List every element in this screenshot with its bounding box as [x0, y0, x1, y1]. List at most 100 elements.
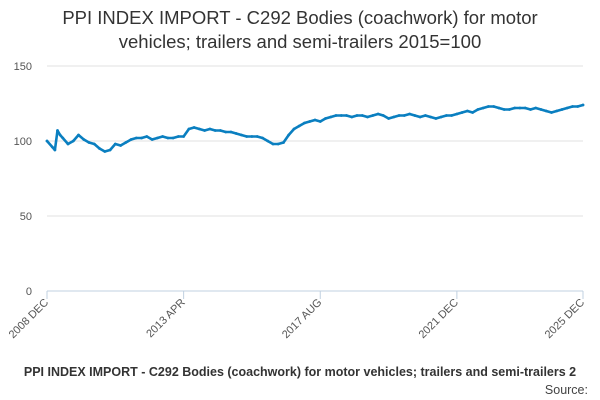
data-point[interactable] — [476, 108, 480, 111]
data-point[interactable] — [261, 136, 264, 140]
data-point[interactable] — [408, 112, 411, 116]
data-point[interactable] — [376, 112, 380, 116]
data-point[interactable] — [397, 114, 401, 117]
data-point[interactable] — [455, 112, 459, 116]
data-point[interactable] — [497, 106, 501, 110]
data-point[interactable] — [539, 108, 543, 111]
data-point[interactable] — [58, 133, 62, 137]
data-point[interactable] — [98, 147, 101, 150]
data-point[interactable] — [71, 139, 75, 143]
data-point[interactable] — [282, 141, 285, 144]
data-point[interactable] — [402, 114, 406, 117]
data-point[interactable] — [371, 114, 375, 117]
data-point[interactable] — [171, 136, 175, 140]
data-point[interactable] — [487, 105, 490, 108]
data-point[interactable] — [245, 135, 249, 138]
data-point[interactable] — [255, 135, 259, 138]
data-point[interactable] — [108, 148, 112, 152]
data-point[interactable] — [366, 115, 369, 119]
data-point[interactable] — [434, 117, 438, 120]
data-point[interactable] — [492, 105, 496, 108]
data-point[interactable] — [45, 139, 49, 143]
data-point[interactable] — [150, 138, 154, 141]
data-point[interactable] — [355, 114, 359, 117]
data-point[interactable] — [544, 109, 548, 113]
data-point[interactable] — [555, 109, 559, 113]
data-point[interactable] — [324, 117, 327, 120]
data-point[interactable] — [166, 136, 170, 140]
data-point[interactable] — [481, 106, 485, 110]
data-point[interactable] — [229, 130, 233, 134]
data-point[interactable] — [318, 120, 322, 123]
data-point[interactable] — [360, 114, 364, 117]
data-point[interactable] — [387, 117, 390, 120]
data-point[interactable] — [103, 150, 107, 153]
series-line[interactable] — [45, 103, 585, 153]
data-point[interactable] — [334, 114, 338, 117]
data-point[interactable] — [439, 115, 443, 119]
data-point[interactable] — [303, 121, 306, 125]
data-point[interactable] — [339, 114, 343, 117]
data-point[interactable] — [219, 129, 222, 132]
data-point[interactable] — [381, 114, 385, 117]
data-point[interactable] — [508, 108, 511, 111]
data-point[interactable] — [292, 127, 296, 131]
data-point[interactable] — [345, 114, 348, 117]
data-point[interactable] — [418, 115, 422, 119]
data-point[interactable] — [450, 114, 453, 117]
data-point[interactable] — [313, 118, 317, 122]
data-point[interactable] — [460, 111, 464, 114]
data-point[interactable] — [571, 105, 574, 108]
data-point[interactable] — [53, 148, 57, 152]
data-point[interactable] — [77, 133, 80, 137]
data-point[interactable] — [177, 135, 180, 138]
data-point[interactable] — [124, 141, 128, 144]
data-point[interactable] — [234, 132, 238, 135]
data-point[interactable] — [565, 106, 569, 110]
data-point[interactable] — [523, 106, 527, 110]
data-point[interactable] — [266, 139, 270, 143]
data-point[interactable] — [550, 111, 553, 114]
data-point[interactable] — [61, 136, 65, 140]
data-point[interactable] — [187, 127, 191, 131]
data-point[interactable] — [429, 115, 432, 119]
data-point[interactable] — [82, 138, 86, 141]
data-point[interactable] — [581, 103, 585, 107]
data-point[interactable] — [276, 142, 280, 146]
data-point[interactable] — [134, 136, 138, 140]
data-point[interactable] — [213, 129, 217, 132]
data-point[interactable] — [329, 115, 333, 119]
data-point[interactable] — [518, 106, 522, 110]
data-point[interactable] — [56, 129, 59, 132]
data-point[interactable] — [271, 142, 275, 146]
data-point[interactable] — [529, 108, 532, 111]
data-point[interactable] — [203, 129, 207, 132]
data-point[interactable] — [576, 105, 580, 108]
data-point[interactable] — [145, 135, 149, 138]
data-point[interactable] — [471, 111, 474, 114]
data-point[interactable] — [350, 115, 354, 119]
data-point[interactable] — [560, 108, 564, 111]
data-point[interactable] — [208, 127, 212, 131]
data-point[interactable] — [308, 120, 312, 123]
data-point[interactable] — [392, 115, 396, 119]
data-point[interactable] — [129, 138, 133, 141]
data-point[interactable] — [240, 133, 243, 137]
data-point[interactable] — [192, 126, 196, 129]
data-point[interactable] — [156, 136, 159, 140]
data-point[interactable] — [466, 109, 469, 113]
data-point[interactable] — [297, 124, 301, 128]
data-point[interactable] — [424, 114, 427, 117]
data-point[interactable] — [87, 141, 91, 144]
data-point[interactable] — [534, 106, 538, 110]
data-point[interactable] — [119, 144, 122, 147]
data-point[interactable] — [287, 133, 291, 137]
data-point[interactable] — [66, 142, 70, 146]
data-point[interactable] — [113, 142, 117, 146]
data-point[interactable] — [250, 135, 254, 138]
data-point[interactable] — [182, 135, 186, 138]
data-point[interactable] — [140, 136, 144, 140]
data-point[interactable] — [198, 127, 201, 131]
data-point[interactable] — [50, 145, 54, 149]
legend-series-label[interactable]: PPI INDEX IMPORT - C292 Bodies (coachwor… — [24, 365, 576, 379]
